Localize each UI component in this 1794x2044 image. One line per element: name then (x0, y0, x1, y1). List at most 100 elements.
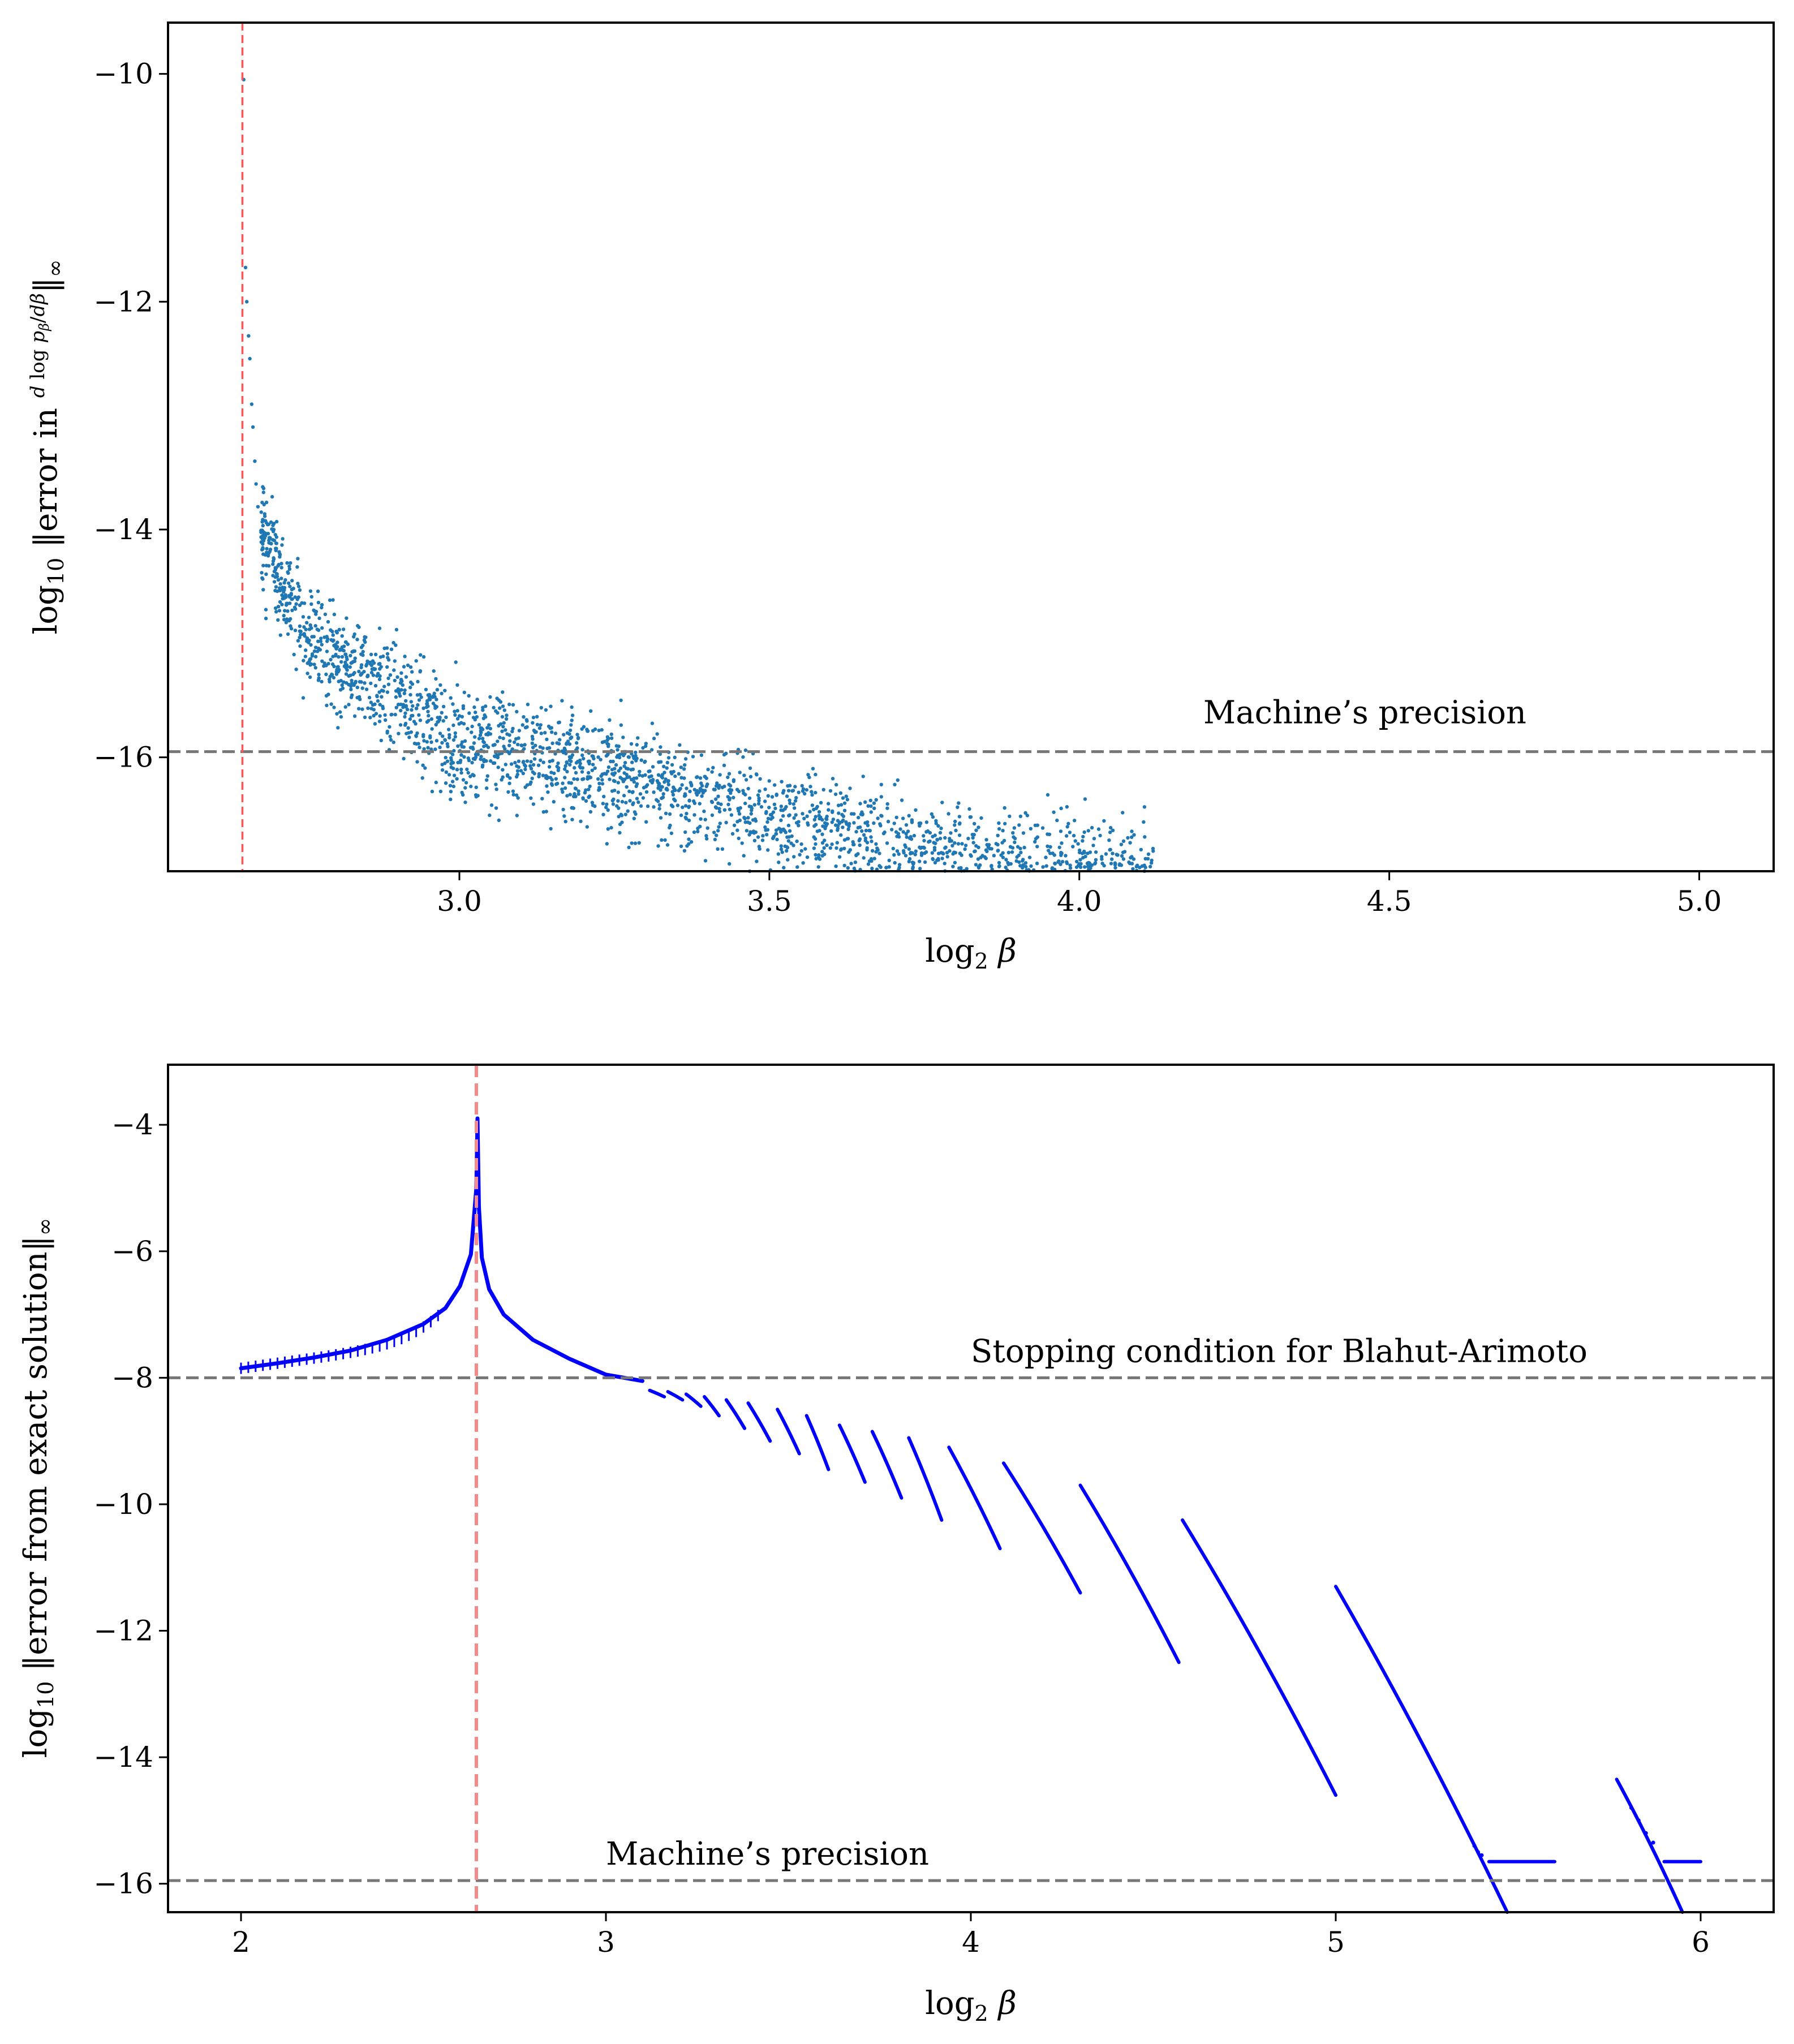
top-data-point (358, 698, 362, 702)
top-data-point (479, 757, 483, 761)
top-data-point (803, 791, 807, 796)
top-data-point (680, 783, 684, 787)
top-data-point (704, 784, 708, 789)
top-data-point (560, 699, 564, 703)
top-data-point (951, 864, 955, 868)
top-data-point (728, 807, 732, 811)
top-data-point (340, 655, 345, 659)
y-tick-label: −6 (111, 1235, 153, 1268)
top-data-point (1143, 866, 1147, 870)
top-data-point (872, 806, 876, 811)
top-data-point (1066, 821, 1070, 826)
top-data-point (834, 846, 838, 850)
top-data-point (574, 771, 578, 775)
top-data-point (633, 810, 637, 814)
top-data-point (695, 775, 699, 780)
top-data-point (388, 734, 392, 739)
top-data-point (350, 678, 354, 683)
top-data-point (545, 784, 549, 788)
top-data-point (976, 865, 981, 869)
top-data-point (869, 804, 873, 808)
top-data-point (309, 643, 313, 647)
top-data-point (522, 760, 526, 764)
top-data-point (644, 785, 648, 789)
bottom-x-axis-label: log2 β (925, 1985, 1017, 2026)
top-data-point (696, 829, 700, 834)
top-data-point (485, 786, 489, 790)
top-data-point (824, 817, 828, 821)
top-data-point (940, 801, 944, 804)
top-data-point (922, 838, 926, 843)
top-data-point (971, 836, 975, 840)
top-data-point (604, 805, 608, 810)
top-data-point (357, 669, 361, 674)
top-data-point (425, 740, 429, 744)
top-data-point (849, 862, 853, 866)
top-data-point (718, 773, 722, 777)
top-data-point (557, 721, 561, 725)
top-data-point (469, 784, 473, 789)
top-data-point (433, 706, 437, 710)
top-data-point (369, 670, 374, 675)
top-data-point (1016, 845, 1020, 849)
top-data-point (373, 702, 377, 707)
top-data-point (692, 788, 697, 792)
top-data-point (334, 652, 338, 657)
top-data-point (561, 781, 565, 785)
top-data-point (319, 639, 322, 643)
top-data-point (449, 797, 453, 802)
top-data-point (728, 788, 732, 791)
top-data-point (635, 797, 639, 801)
top-data-point (565, 760, 569, 764)
top-data-point (425, 720, 429, 724)
top-data-point (377, 677, 382, 682)
top-data-point (470, 760, 474, 765)
top-data-point (1148, 864, 1152, 869)
top-data-point (379, 665, 383, 669)
top-data-point (444, 781, 448, 785)
top-data-point (1146, 857, 1150, 861)
top-data-point (292, 652, 296, 657)
top-data-point (862, 833, 866, 837)
top-data-point (622, 794, 626, 798)
top-data-point (801, 861, 805, 865)
top-data-point (956, 805, 960, 810)
top-data-point (298, 644, 302, 648)
top-data-point (864, 828, 868, 833)
top-data-point (582, 777, 586, 781)
top-data-point (631, 801, 635, 805)
top-data-point (260, 520, 264, 524)
top-data-point (378, 674, 382, 678)
top-data-point (743, 748, 748, 752)
top-data-point (949, 831, 953, 835)
top-data-point (261, 546, 265, 550)
top-data-point (749, 812, 754, 816)
top-data-point (717, 807, 721, 811)
top-data-point (1065, 805, 1069, 809)
top-data-point (647, 769, 651, 773)
top-data-point (788, 813, 791, 817)
top-data-point (1130, 835, 1134, 840)
top-data-point (461, 793, 465, 797)
top-data-point (822, 846, 826, 850)
top-data-point (853, 860, 858, 864)
top-data-point (328, 679, 332, 684)
top-data-point (263, 553, 268, 557)
top-data-point (289, 561, 292, 565)
top-data-point (603, 739, 606, 744)
top-data-point (501, 737, 505, 741)
top-data-point (933, 860, 937, 865)
top-data-point (848, 848, 853, 852)
top-data-point (805, 814, 809, 819)
top-data-point (644, 820, 648, 824)
top-data-point (620, 820, 624, 824)
top-data-point (885, 841, 889, 845)
top-data-point (765, 820, 769, 824)
top-data-point (394, 643, 398, 647)
top-data-point (276, 618, 280, 622)
top-data-point (402, 665, 406, 669)
top-data-point (644, 790, 649, 794)
top-data-point (549, 827, 553, 831)
top-spike-point (249, 402, 254, 406)
top-data-point (852, 842, 856, 847)
